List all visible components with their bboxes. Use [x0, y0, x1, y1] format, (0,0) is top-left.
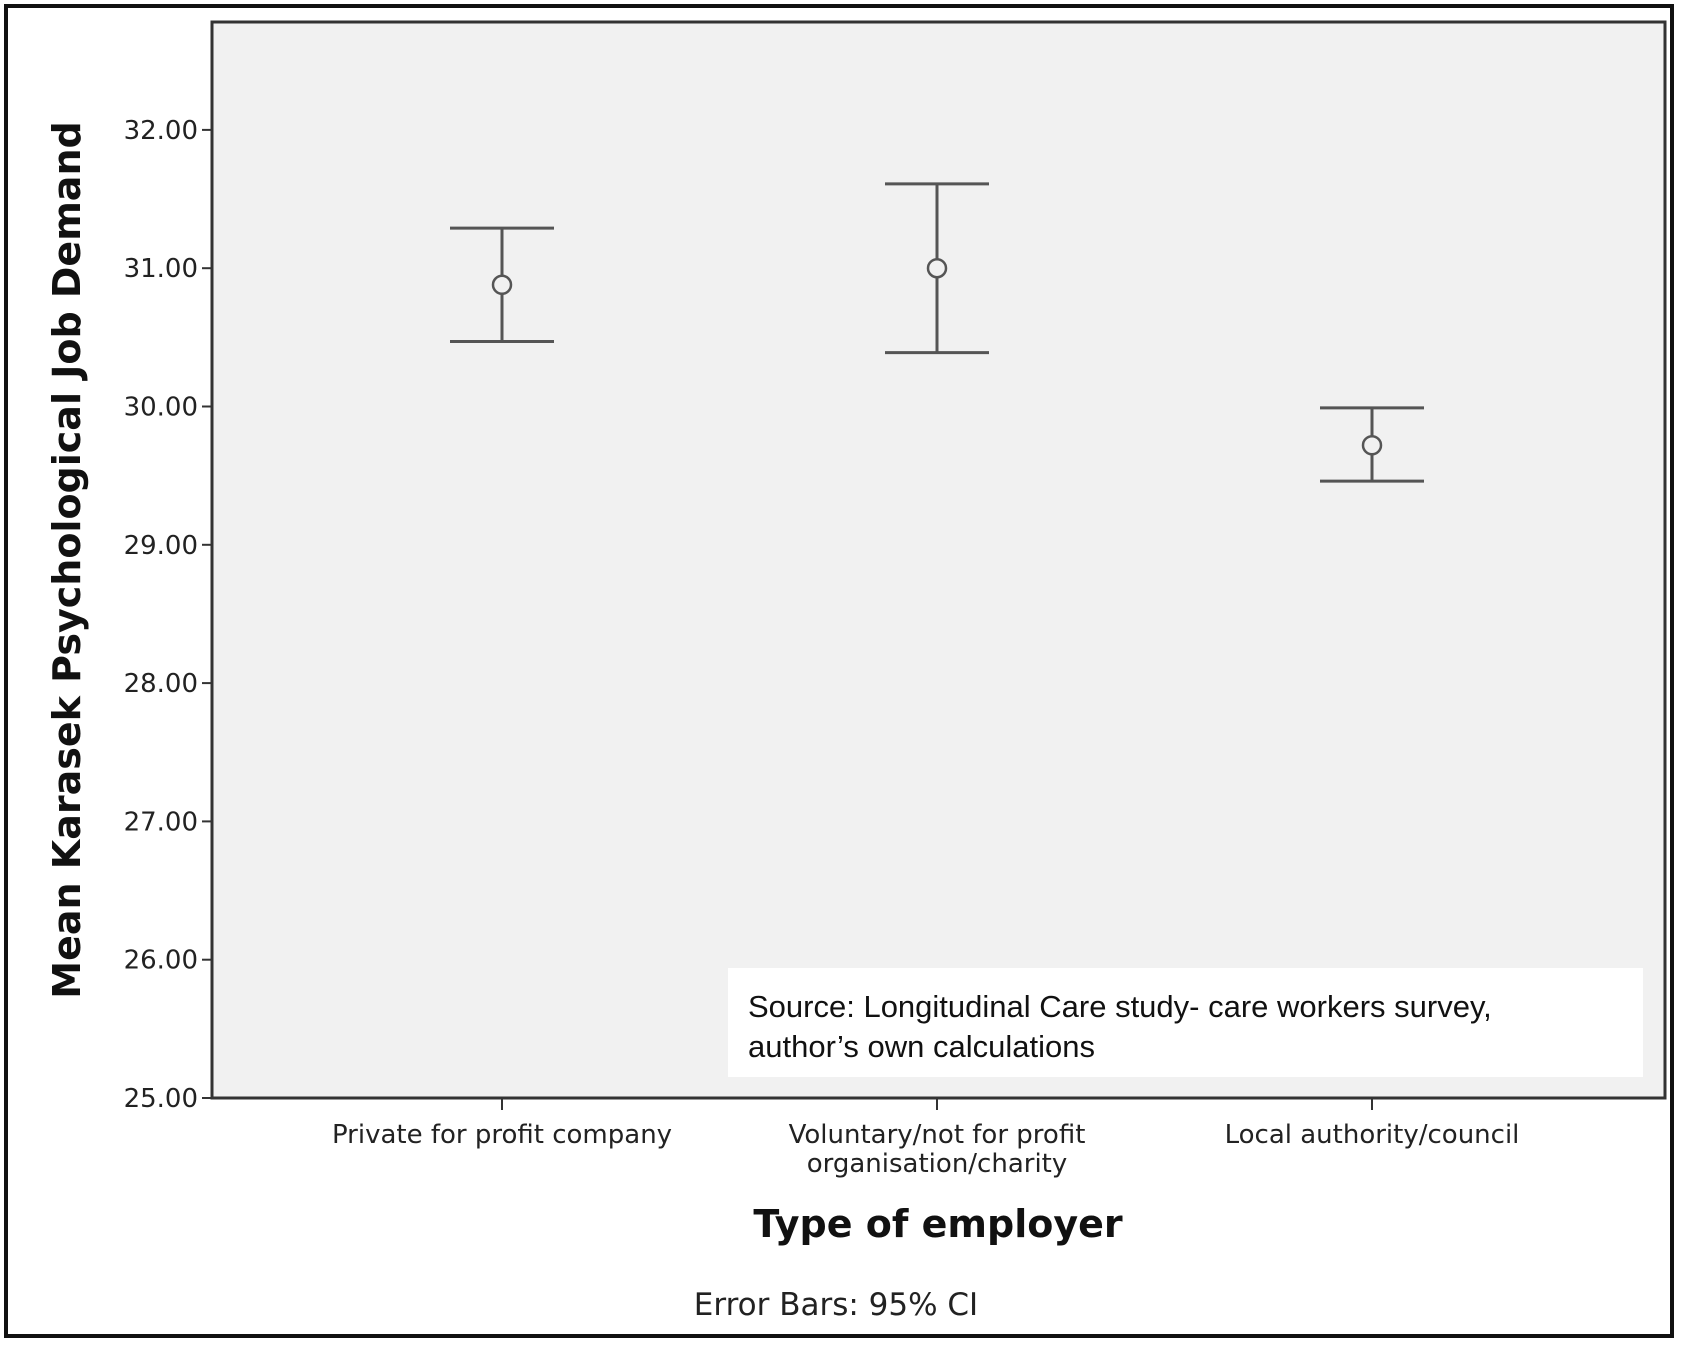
error-bar-group — [885, 182, 989, 355]
x-tick-label: Local authority/council — [1225, 1120, 1520, 1150]
source-annotation-line-2: author’s own calculations — [748, 1029, 1095, 1064]
y-tick-label: 32.00 — [124, 116, 198, 146]
y-tick-label: 30.00 — [124, 393, 198, 423]
error-bars-footnote: Error Bars: 95% CI — [694, 1287, 978, 1323]
mean-marker — [926, 257, 948, 279]
source-annotation-line-1: Source: Longitudinal Care study- care wo… — [748, 989, 1492, 1024]
error-bar-group — [1320, 406, 1424, 483]
source-annotation: Source: Longitudinal Care study- care wo… — [728, 968, 1643, 1077]
y-tick-label: 29.00 — [124, 531, 198, 561]
y-tick-label: 31.00 — [124, 254, 198, 284]
y-tick-label: 26.00 — [124, 946, 198, 976]
mean-marker — [491, 274, 513, 296]
x-tick-label: Private for profit company — [332, 1120, 672, 1150]
error-bars — [450, 182, 1424, 483]
y-tick-label: 28.00 — [124, 669, 198, 699]
y-tick-label: 25.00 — [124, 1084, 198, 1114]
error-bar-group — [450, 226, 554, 343]
x-axis-title: Type of employer — [753, 1202, 1122, 1246]
x-axis: Private for profit company Voluntary/not … — [332, 1098, 1519, 1179]
mean-marker — [1361, 434, 1383, 456]
x-tick-label: organisation/charity — [807, 1149, 1068, 1179]
y-axis: 25.00 26.00 27.00 28.00 29.00 30.00 31.00 32.00 — [124, 116, 212, 1114]
y-axis-title: Mean Karasek Psychological Job Demand — [45, 121, 89, 998]
x-tick-label: Voluntary/not for profit — [789, 1120, 1086, 1150]
y-tick-label: 27.00 — [124, 807, 198, 837]
source-annotation-box — [728, 968, 1643, 1077]
